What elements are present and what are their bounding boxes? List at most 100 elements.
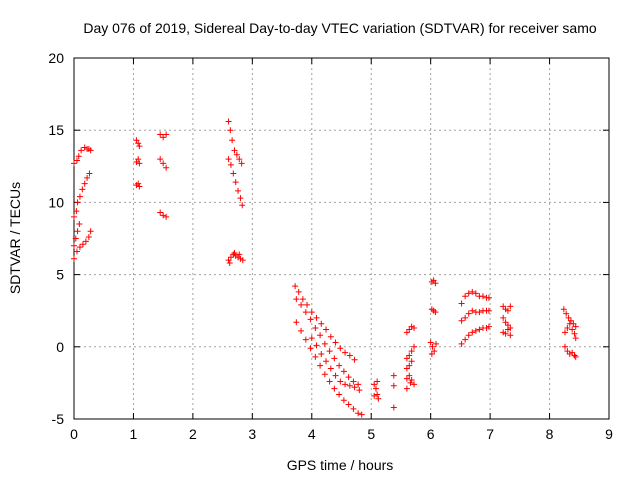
x-tick-label: 9 [605,426,613,442]
series-arc-b [71,170,93,220]
grid [74,58,609,419]
y-tick-label: 15 [48,122,64,138]
y-tick-label: 5 [56,267,64,283]
data-point [160,212,167,219]
series-arc-u [403,343,418,372]
data-point [87,228,94,235]
data-point [569,326,576,333]
data-point [157,209,164,216]
data-point [429,343,436,350]
series-arc-f [133,156,143,167]
data-point [163,131,170,138]
data-point [336,391,343,398]
data-point [408,348,415,355]
data-point [78,147,85,154]
data-point [390,404,397,411]
data-point [160,134,167,141]
data-point [302,309,309,316]
data-point [317,332,324,339]
data-point [79,241,86,248]
data-point [479,293,486,300]
data-point [318,351,325,358]
data-point [403,385,410,392]
data-point [307,316,314,323]
data-point [157,156,164,163]
series-arc-a [71,144,94,167]
series-arc-l [225,156,246,209]
data-point [462,293,469,300]
data-point [472,327,479,334]
data-point [337,378,344,385]
data-point [572,323,579,330]
data-point [229,137,236,144]
series-arc-ab [458,323,492,347]
data-point [79,186,86,193]
data-point [562,343,569,350]
data-point [227,127,234,134]
x-tick-label: 3 [248,426,256,442]
data-point [469,307,476,314]
data-point [411,343,418,350]
data-point [560,306,567,313]
data-point [81,180,88,187]
data-point [326,348,333,355]
data-point [507,303,514,310]
data-point [71,255,77,262]
series-arc-w [428,277,439,287]
series-arc-i [157,156,170,171]
series-arc-e [133,137,143,150]
data-point [502,330,509,337]
data-point [136,160,143,167]
data-point [406,362,413,369]
data-point [476,309,483,316]
data-point [71,213,77,220]
data-point [504,326,511,333]
series-arc-s [390,372,397,411]
series-arc-p [293,319,365,418]
data-point [358,411,365,418]
data-point [293,296,300,303]
data-point [236,251,243,258]
series-arc-t [403,323,418,336]
data-point [345,401,352,408]
x-tick-label: 1 [130,426,138,442]
data-point [432,309,439,316]
data-point [427,339,434,346]
data-point [406,372,413,379]
y-axis-label: SDTVAR / TECUs [7,182,23,294]
data-point [293,319,300,326]
data-point [572,335,579,342]
data-point [86,170,93,177]
series-arc-v [403,372,418,392]
series-arc-aa [458,307,492,324]
data-point [299,296,306,303]
data-point [371,381,378,388]
data-points [71,118,579,418]
data-point [317,362,324,369]
data-point [458,317,465,324]
series-arc-m [225,249,246,267]
tick-labels: 0 1 2 3 4 5 6 7 8 9 -5 0 5 10 15 20 [48,50,613,442]
data-point [351,356,358,363]
data-point [408,377,415,384]
data-point [469,329,476,336]
data-point [225,156,232,163]
data-point [500,314,507,321]
series-arc-h [157,131,170,141]
series-arc-ac [500,303,514,339]
y-tick-label: 10 [48,194,64,210]
y-tick-label: 0 [56,339,64,355]
data-point [342,349,349,356]
series-arc-x [428,306,439,316]
data-point [340,368,347,375]
data-point [72,235,79,242]
data-point [136,143,143,150]
data-point [350,405,357,412]
data-point [226,260,233,267]
x-tick-label: 6 [427,426,435,442]
series-arc-y [427,339,440,358]
x-tick-label: 5 [367,426,375,442]
series-arc-g [133,180,143,190]
data-point [73,157,80,164]
